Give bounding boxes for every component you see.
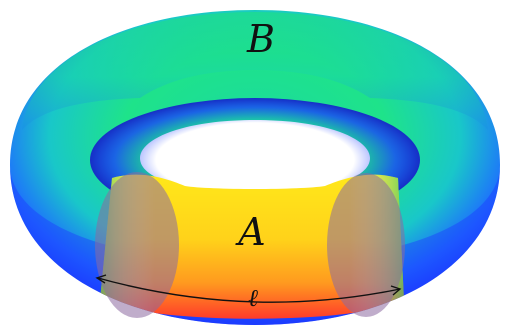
length-arrow-curve [97,277,401,303]
label-region-b: B [246,17,275,61]
left-cut-cap [95,172,179,318]
band-side-shading [100,174,404,319]
length-arrow-head-right [390,285,402,296]
label-length: ℓ [248,284,258,312]
label-region-a: A [235,210,265,254]
region-a-band [100,174,404,319]
torus-top-sheen [22,12,488,130]
right-cut-cap [327,173,405,317]
length-arrow-head-left [95,274,107,284]
length-arrow [95,274,402,303]
